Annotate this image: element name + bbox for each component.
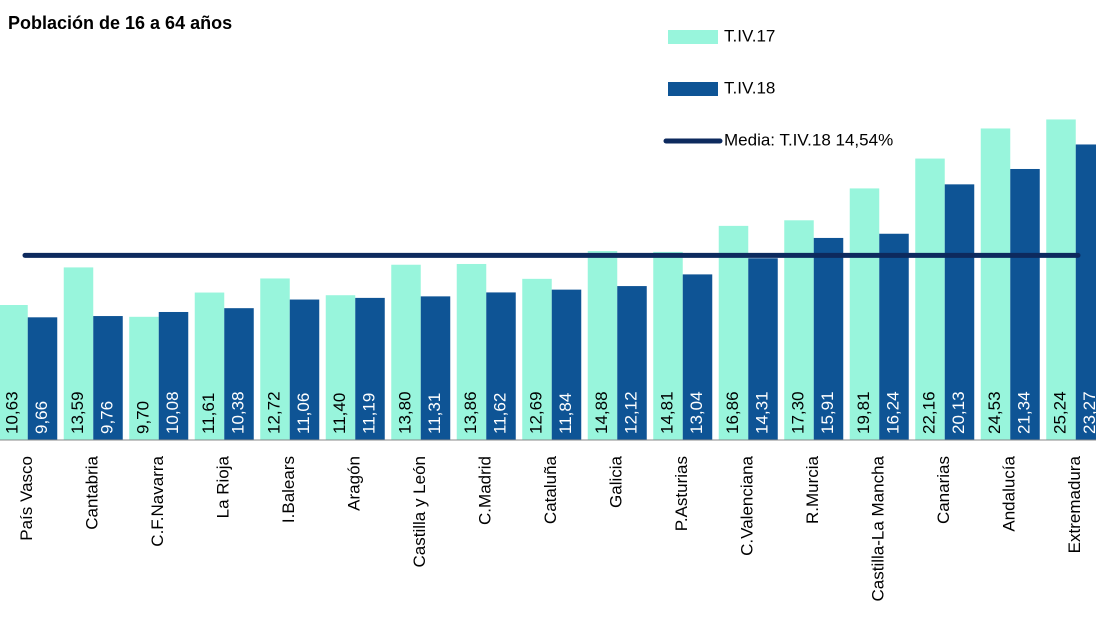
x-tick-label: C.Valenciana [738,455,757,555]
bar [129,316,159,440]
value-label: 11,62 [490,393,509,434]
x-tick-label: Castilla y León [410,456,429,568]
legend-label: T.IV.17 [724,26,775,45]
value-label: 12,12 [621,391,640,434]
value-label: 11,61 [199,393,218,434]
bar [194,292,225,440]
x-tick-label: I.Balears [279,456,298,523]
bar [617,286,647,440]
value-label: 16,86 [723,391,742,434]
bar [944,184,975,440]
bar [63,267,94,440]
bar [224,308,254,440]
value-label: 14,81 [657,391,676,434]
x-tick-label: Extremadura [1065,455,1084,553]
bar [158,311,189,440]
x-tick-label: Canarias [934,456,953,524]
x-tick-label: Galicia [607,455,626,508]
value-label: 24,53 [985,391,1004,434]
x-tick-label: C.F.Navarra [148,455,167,546]
bar [355,297,385,440]
bar [93,316,123,440]
value-label: 10,63 [2,391,21,434]
legend-label: T.IV.18 [724,78,775,97]
value-label: 19,81 [854,391,873,434]
bar [27,317,58,440]
bar [551,289,582,440]
bar [486,292,516,440]
value-label: 25,24 [1050,391,1069,434]
value-label: 11,19 [359,393,378,434]
bar [420,296,451,440]
x-tick-label: Castilla-La Mancha [869,455,888,601]
bar [0,304,28,440]
x-tick-label: País Vasco [17,456,36,541]
chart-title: Población de 16 a 64 años [8,13,232,33]
value-label: 9,66 [32,401,51,434]
value-label: 13,59 [68,391,87,434]
x-tick-label: Cantabria [83,455,102,529]
bar [682,274,713,440]
bar [1075,144,1096,440]
x-tick-label: P.Asturias [672,456,691,531]
value-label: 9,70 [133,401,152,434]
x-tick-label: Andalucía [1000,455,1019,531]
value-label: 11,06 [294,393,313,434]
bar [879,233,909,440]
value-label: 16,24 [883,391,902,434]
value-label: 14,31 [752,391,771,434]
value-label: 10,38 [228,391,247,434]
bar [915,158,945,440]
value-label: 15,91 [818,391,837,434]
bar [325,295,356,440]
bar [587,251,618,440]
value-label: 13,80 [395,391,414,434]
bar [522,278,552,440]
value-label: 23,27 [1080,391,1096,434]
value-label: 11,31 [425,393,444,434]
legend-swatch [668,82,718,96]
bar [748,258,778,440]
value-label: 12,69 [526,391,545,434]
value-label: 14,88 [592,391,611,434]
bar [1046,119,1076,441]
x-tick-label: R.Murcia [803,455,822,524]
x-tick-label: Aragón [345,456,364,511]
value-label: 20,13 [949,391,968,434]
legend-label: Media: T.IV.18 14,54% [724,130,893,149]
bar [1010,168,1040,440]
value-label: 13,04 [687,391,706,434]
bar [260,278,290,440]
x-tick-label: La Rioja [214,455,233,518]
value-label: 22,16 [919,391,938,434]
bar [849,188,880,440]
value-label: 21,34 [1014,391,1033,434]
bar [391,264,421,440]
bar [653,251,683,440]
value-label: 9,76 [97,401,116,434]
value-label: 12,72 [264,391,283,434]
bar [289,299,320,440]
bar [980,128,1011,440]
bar [456,263,487,440]
bar [718,225,749,440]
value-label: 11,84 [556,393,575,434]
bar [813,237,844,440]
x-tick-label: Cataluña [541,455,560,524]
legend-swatch [668,30,718,44]
value-label: 17,30 [788,391,807,434]
value-label: 11,40 [330,393,349,434]
value-label: 13,86 [461,391,480,434]
x-tick-label: C.Madrid [476,456,495,525]
value-label: 10,08 [163,391,182,434]
